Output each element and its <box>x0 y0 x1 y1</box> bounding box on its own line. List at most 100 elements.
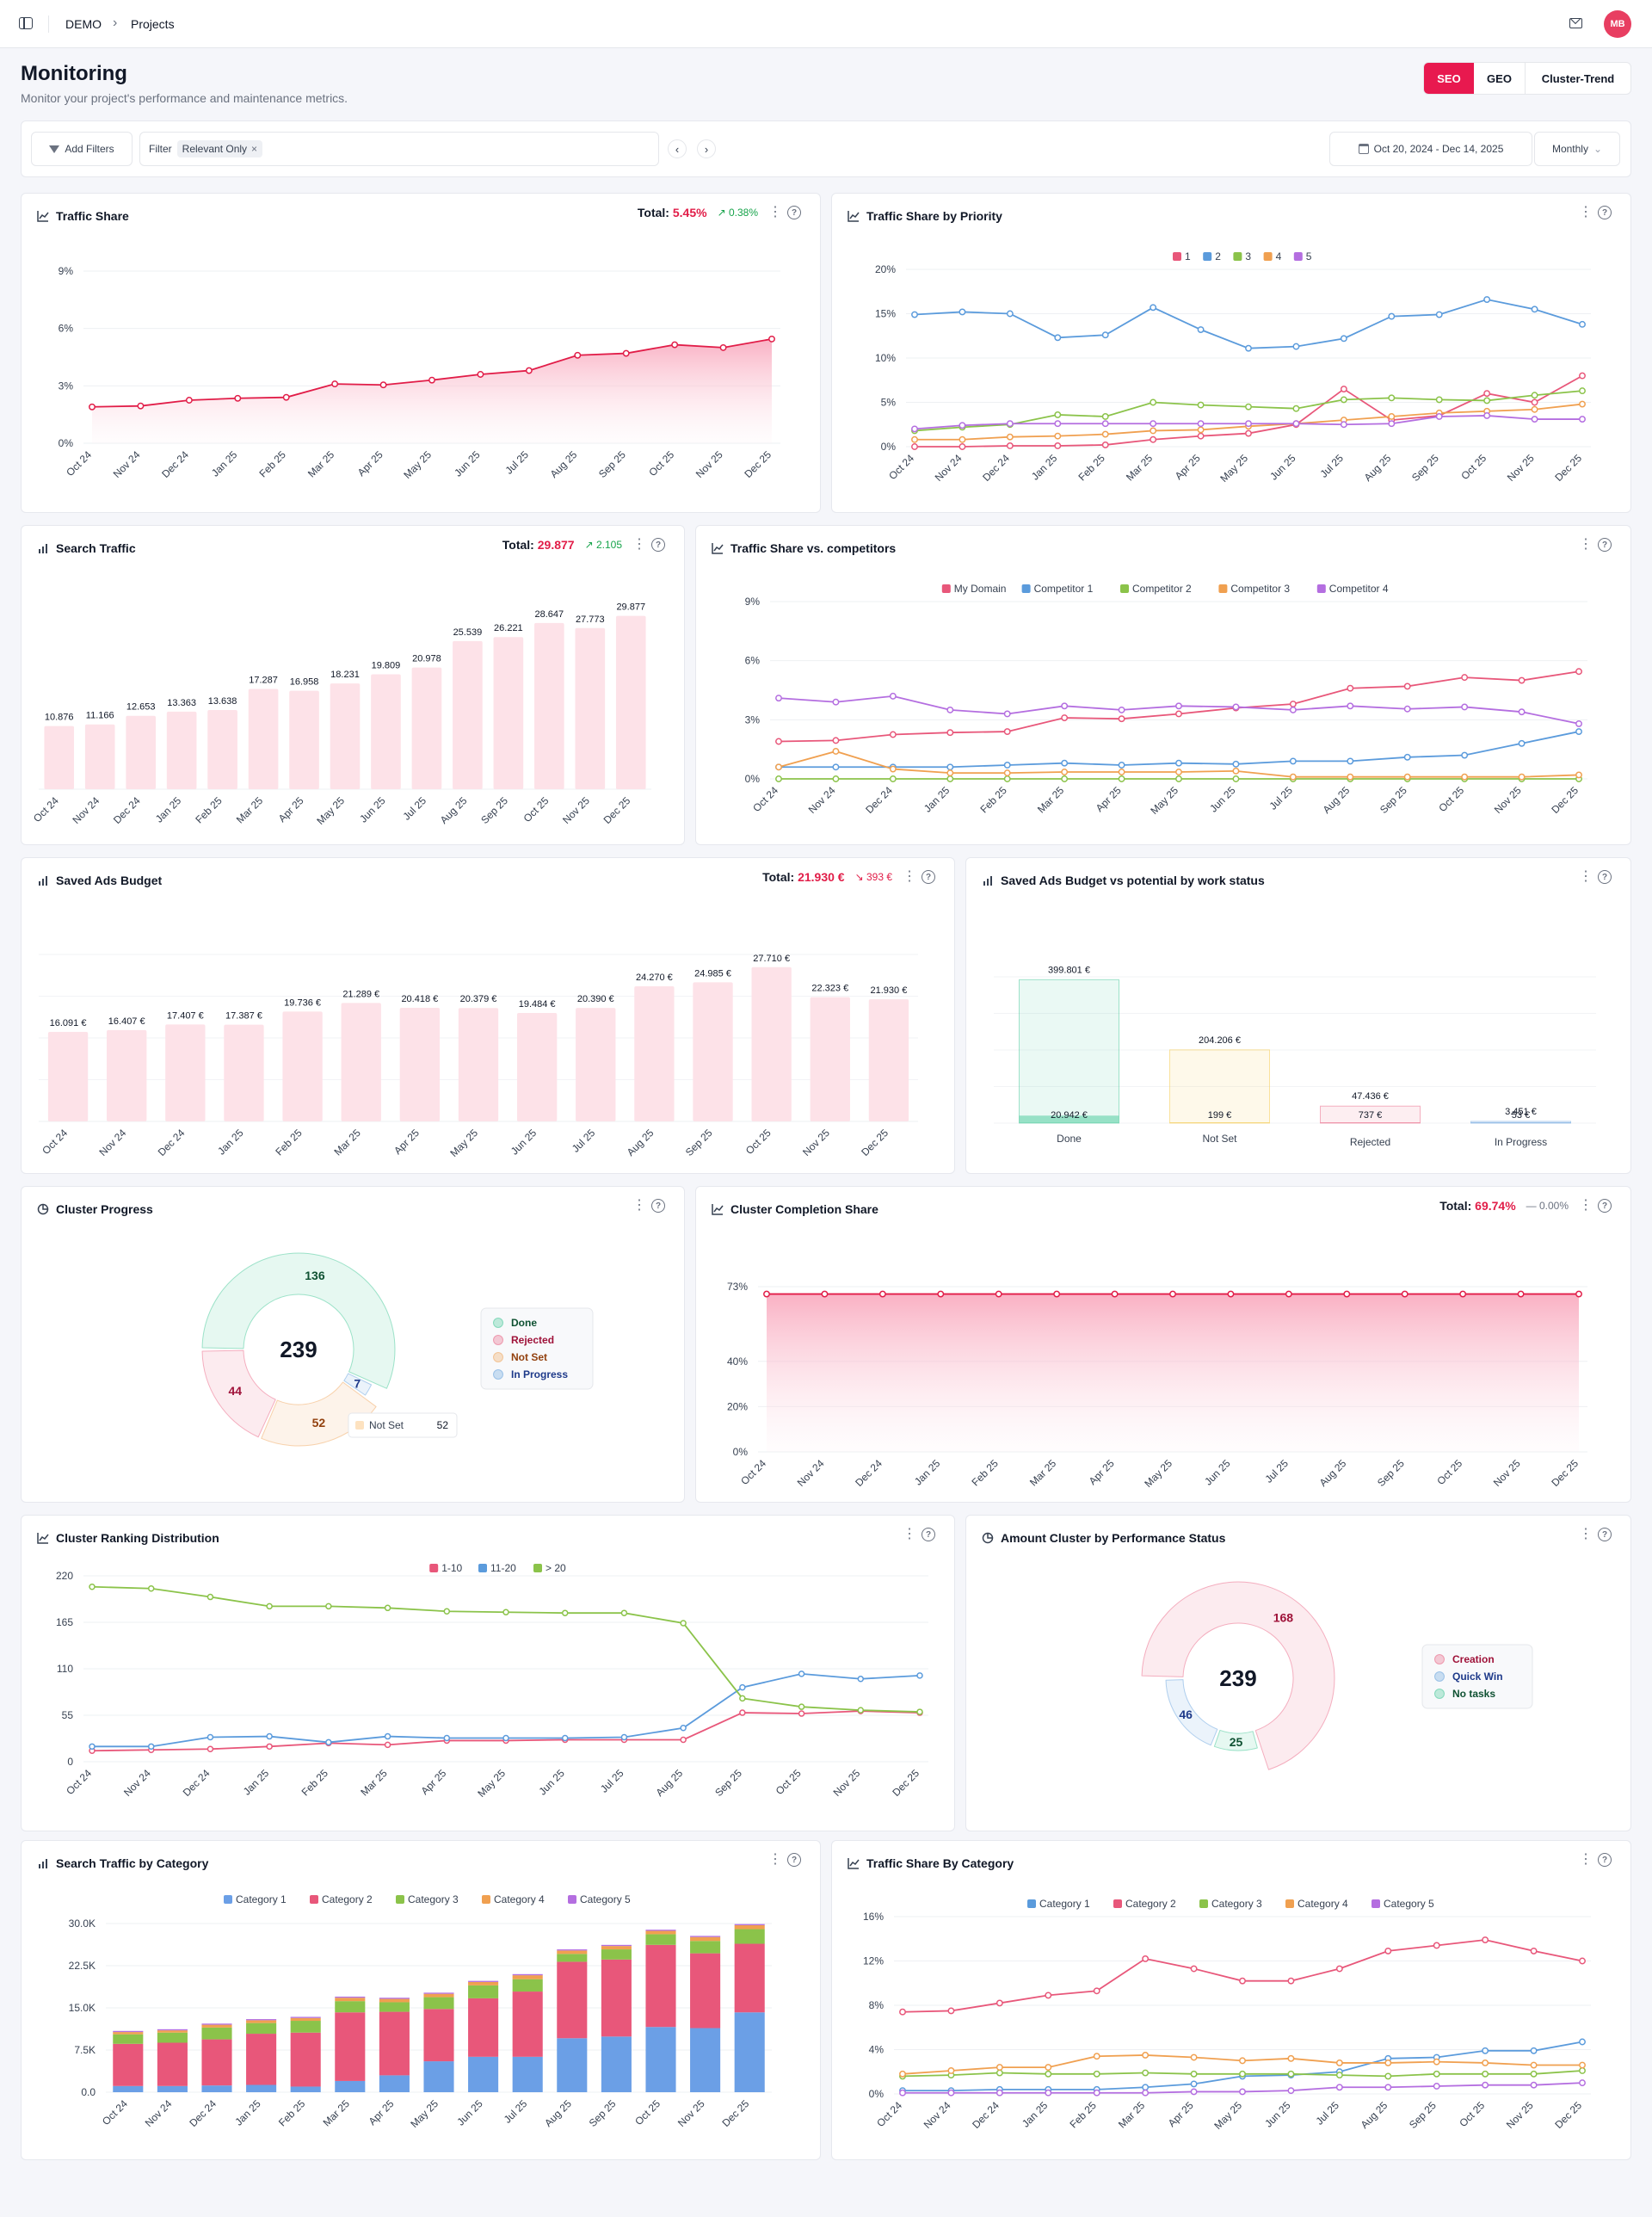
stack-segment[interactable] <box>423 1997 454 2010</box>
mail-icon[interactable] <box>1569 18 1582 28</box>
data-point[interactable] <box>1433 1942 1440 1949</box>
data-point[interactable] <box>1343 1290 1351 1298</box>
data-point[interactable] <box>959 422 966 429</box>
bar[interactable] <box>47 1031 89 1121</box>
data-point[interactable] <box>325 1603 332 1610</box>
data-point[interactable] <box>1287 2087 1295 2095</box>
stack-segment[interactable] <box>157 2085 188 2092</box>
data-point[interactable] <box>1384 1947 1392 1955</box>
bar[interactable] <box>165 1024 206 1121</box>
data-point[interactable] <box>325 1738 332 1746</box>
data-point[interactable] <box>1142 1955 1150 1962</box>
data-point[interactable] <box>798 1670 805 1677</box>
data-point[interactable] <box>1239 1977 1246 1985</box>
potential-bar[interactable] <box>1470 1121 1571 1124</box>
data-point[interactable] <box>1227 1290 1235 1298</box>
stack-segment[interactable] <box>557 1954 588 1962</box>
data-point[interactable] <box>1289 701 1297 707</box>
data-point[interactable] <box>1461 751 1469 759</box>
data-point[interactable] <box>1142 2051 1150 2059</box>
stack-segment[interactable] <box>557 2038 588 2092</box>
data-point[interactable] <box>1435 311 1443 318</box>
bar[interactable] <box>810 997 850 1121</box>
stack-segment[interactable] <box>379 2002 410 2012</box>
donut-segment[interactable] <box>1213 1729 1258 1751</box>
data-point[interactable] <box>959 443 966 450</box>
filter-chip[interactable]: Relevant Only × <box>176 140 263 157</box>
stack-segment[interactable] <box>468 1998 499 2057</box>
donut-segment[interactable] <box>201 1349 276 1438</box>
stack-segment[interactable] <box>423 2009 454 2062</box>
data-point[interactable] <box>1197 420 1205 428</box>
bar[interactable] <box>248 689 279 789</box>
data-point[interactable] <box>1347 684 1354 692</box>
help-icon[interactable]: ? <box>651 1199 665 1213</box>
stack-segment[interactable] <box>512 1992 543 2057</box>
data-point[interactable] <box>1101 331 1109 339</box>
data-point[interactable] <box>89 403 96 411</box>
saved-bar[interactable] <box>1320 1122 1421 1123</box>
stack-segment[interactable] <box>113 2032 144 2035</box>
stack-segment[interactable] <box>734 1924 765 1925</box>
stack-segment[interactable] <box>734 2012 765 2092</box>
data-point[interactable] <box>832 698 840 706</box>
data-point[interactable] <box>1531 405 1538 413</box>
data-point[interactable] <box>620 1609 628 1616</box>
bar[interactable] <box>615 615 646 789</box>
saved-bar[interactable] <box>1470 1122 1571 1123</box>
data-point[interactable] <box>899 2070 906 2078</box>
stack-segment[interactable] <box>734 1929 765 1944</box>
data-point[interactable] <box>775 695 782 702</box>
data-point[interactable] <box>1579 320 1586 328</box>
potential-bar[interactable] <box>1320 1105 1421 1124</box>
data-point[interactable] <box>1054 432 1062 440</box>
data-point[interactable] <box>443 1608 451 1615</box>
data-point[interactable] <box>1388 394 1396 402</box>
potential-bar[interactable] <box>1019 979 1119 1124</box>
data-point[interactable] <box>1403 753 1411 761</box>
data-point[interactable] <box>1006 420 1014 428</box>
data-point[interactable] <box>1347 773 1354 781</box>
stack-segment[interactable] <box>157 2042 188 2086</box>
data-point[interactable] <box>1340 396 1347 404</box>
data-point[interactable] <box>1575 771 1582 779</box>
stack-segment[interactable] <box>201 2085 232 2092</box>
data-point[interactable] <box>1482 2081 1489 2089</box>
data-point[interactable] <box>379 381 387 389</box>
bar[interactable] <box>575 627 606 789</box>
data-point[interactable] <box>1045 2064 1052 2072</box>
data-point[interactable] <box>1340 386 1347 393</box>
data-point[interactable] <box>1118 762 1125 769</box>
data-point[interactable] <box>1403 773 1411 781</box>
sidebar-toggle-icon[interactable] <box>19 17 33 29</box>
data-point[interactable] <box>1433 2070 1440 2078</box>
data-point[interactable] <box>1403 682 1411 690</box>
data-point[interactable] <box>1169 1290 1176 1298</box>
tab-seo[interactable]: SEO <box>1424 63 1474 94</box>
data-point[interactable] <box>1461 674 1469 682</box>
data-point[interactable] <box>1093 2089 1100 2097</box>
help-icon[interactable]: ? <box>651 538 665 552</box>
stack-segment[interactable] <box>734 1943 765 2013</box>
data-point[interactable] <box>1175 775 1182 782</box>
bar[interactable] <box>493 637 524 789</box>
stack-segment[interactable] <box>201 2023 232 2025</box>
close-icon[interactable]: × <box>251 143 258 155</box>
donut-segment[interactable] <box>1165 1679 1218 1746</box>
data-point[interactable] <box>1142 2069 1150 2077</box>
stack-segment[interactable] <box>335 2080 366 2092</box>
data-point[interactable] <box>384 1604 391 1612</box>
data-point[interactable] <box>946 775 954 782</box>
data-point[interactable] <box>1335 2084 1343 2091</box>
data-point[interactable] <box>1289 773 1297 781</box>
data-point[interactable] <box>1093 1987 1100 1995</box>
data-point[interactable] <box>1118 769 1125 775</box>
data-point[interactable] <box>1118 706 1125 713</box>
date-range-picker[interactable]: Oct 20, 2024 - Dec 14, 2025 <box>1329 132 1532 166</box>
data-point[interactable] <box>1101 413 1109 420</box>
data-point[interactable] <box>775 763 782 771</box>
data-point[interactable] <box>959 435 966 443</box>
donut-segment[interactable] <box>343 1373 373 1396</box>
data-point[interactable] <box>1575 668 1582 676</box>
data-point[interactable] <box>1579 372 1586 380</box>
